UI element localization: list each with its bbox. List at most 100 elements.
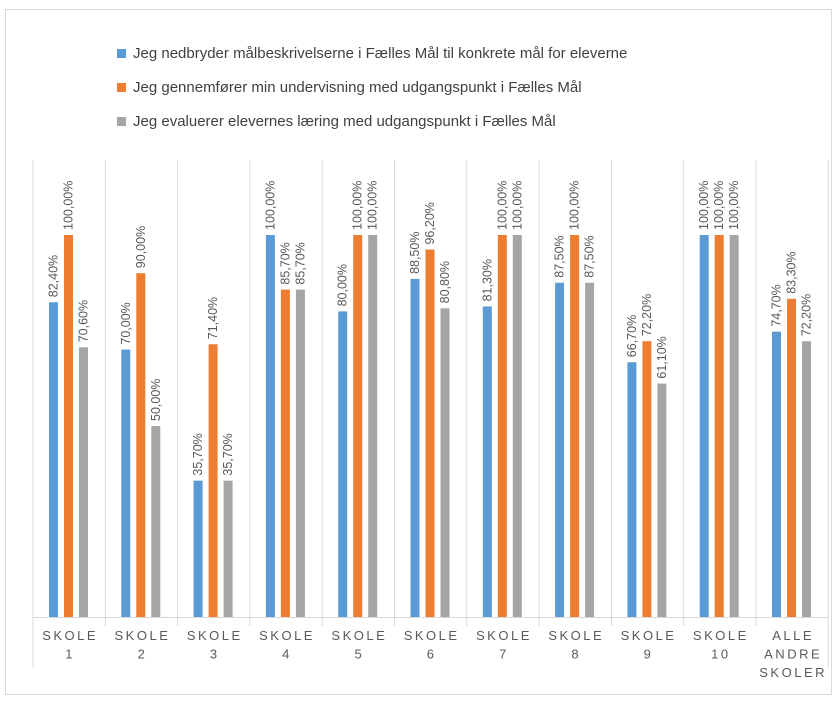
bar-series-2 bbox=[787, 298, 796, 617]
bar-series-1 bbox=[699, 235, 709, 617]
x-tick-label: 1 bbox=[65, 647, 75, 662]
bar-series-1 bbox=[49, 302, 58, 617]
x-tick-label: SKOLE bbox=[115, 628, 171, 643]
bar-series-3 bbox=[223, 480, 233, 617]
x-tick-label: SKOLE bbox=[476, 628, 532, 643]
x-tick-label: SKOLE bbox=[621, 628, 677, 643]
legend-swatch-series-2 bbox=[117, 82, 126, 92]
bar-series-2 bbox=[208, 344, 218, 617]
bar-series-3 bbox=[295, 289, 305, 617]
data-label: 100,00% bbox=[510, 181, 524, 230]
bar-series-2 bbox=[642, 341, 652, 617]
x-tick-label: 7 bbox=[499, 647, 509, 662]
data-label: 83,30% bbox=[785, 251, 799, 293]
chart-frame bbox=[5, 9, 832, 695]
data-label: 71,40% bbox=[206, 297, 220, 339]
data-label: 100,00% bbox=[351, 181, 365, 230]
bar-series-1 bbox=[482, 306, 492, 617]
bar-series-1 bbox=[627, 362, 637, 617]
bar-series-3 bbox=[368, 235, 378, 617]
bar-series-2 bbox=[714, 235, 724, 617]
x-tick-label: ANDRE bbox=[764, 647, 822, 662]
data-label: 100,00% bbox=[495, 181, 509, 230]
legend-label-series-1: Jeg nedbryder målbeskrivelserne i Fælles… bbox=[133, 44, 628, 62]
data-label: 87,50% bbox=[583, 235, 597, 277]
data-label: 72,20% bbox=[640, 294, 654, 336]
legend-swatch-series-3 bbox=[117, 116, 126, 126]
bar-series-2 bbox=[497, 235, 507, 617]
x-tick-label: SKOLE bbox=[259, 628, 315, 643]
x-tick-label: SKOLE bbox=[42, 628, 98, 643]
bar-series-1 bbox=[338, 311, 348, 617]
bar-series-3 bbox=[79, 347, 88, 617]
x-tick-label: SKOLE bbox=[548, 628, 604, 643]
bar-series-1 bbox=[193, 480, 203, 617]
x-tick-label: 8 bbox=[571, 647, 581, 662]
bar-series-3 bbox=[151, 426, 161, 617]
bar-series-2 bbox=[570, 235, 580, 617]
data-label: 96,20% bbox=[423, 202, 437, 244]
x-tick-label: SKOLER bbox=[759, 665, 827, 680]
bar-series-2 bbox=[353, 235, 363, 617]
data-label: 100,00% bbox=[263, 181, 277, 230]
legend-item-series-3: Jeg evaluerer elevernes læring med udgan… bbox=[117, 104, 627, 138]
bar-series-3 bbox=[512, 235, 522, 617]
data-label: 90,00% bbox=[134, 226, 148, 268]
data-label: 100,00% bbox=[697, 181, 711, 230]
data-label: 66,70% bbox=[625, 315, 639, 357]
data-label: 72,20% bbox=[800, 294, 814, 336]
data-label: 87,50% bbox=[553, 235, 567, 277]
data-label: 70,60% bbox=[77, 300, 91, 342]
bar-series-2 bbox=[425, 249, 435, 618]
data-label: 100,00% bbox=[712, 181, 726, 230]
x-tick-label: 6 bbox=[427, 647, 437, 662]
data-label: 82,40% bbox=[47, 255, 61, 297]
legend: Jeg nedbryder målbeskrivelserne i Fælles… bbox=[117, 36, 627, 138]
x-tick-label: 5 bbox=[354, 647, 364, 662]
data-label: 70,00% bbox=[119, 302, 133, 344]
bar-series-2 bbox=[136, 273, 146, 617]
data-label: 88,50% bbox=[408, 232, 422, 274]
data-label: 100,00% bbox=[62, 181, 76, 230]
bar-series-1 bbox=[555, 282, 565, 617]
x-tick-label: 10 bbox=[711, 647, 730, 662]
data-label: 85,70% bbox=[278, 242, 292, 284]
x-tick-label: 3 bbox=[210, 647, 220, 662]
bar-series-1 bbox=[772, 331, 781, 617]
data-label: 80,00% bbox=[336, 264, 350, 306]
data-label: 85,70% bbox=[293, 242, 307, 284]
data-label: 100,00% bbox=[727, 181, 741, 230]
x-tick-label: SKOLE bbox=[404, 628, 460, 643]
data-label: 74,70% bbox=[770, 284, 784, 326]
data-label: 35,70% bbox=[191, 433, 205, 475]
x-tick-label: ALLE bbox=[772, 628, 814, 643]
legend-swatch-series-1 bbox=[117, 48, 126, 58]
bar-series-1 bbox=[410, 278, 420, 617]
legend-label-series-2: Jeg gennemfører min undervisning med udg… bbox=[133, 78, 582, 96]
x-tick-label: SKOLE bbox=[331, 628, 387, 643]
legend-item-series-2: Jeg gennemfører min undervisning med udg… bbox=[117, 70, 627, 104]
x-tick-label: 9 bbox=[644, 647, 654, 662]
bar-series-3 bbox=[802, 341, 811, 617]
data-label: 61,10% bbox=[655, 336, 669, 378]
bar-series-1 bbox=[265, 235, 275, 617]
x-tick-label: SKOLE bbox=[187, 628, 243, 643]
bar-series-3 bbox=[585, 282, 595, 617]
bar-series-2 bbox=[64, 235, 73, 617]
data-label: 80,80% bbox=[438, 261, 452, 303]
data-label: 100,00% bbox=[568, 181, 582, 230]
legend-item-series-1: Jeg nedbryder målbeskrivelserne i Fælles… bbox=[117, 36, 627, 70]
legend-label-series-3: Jeg evaluerer elevernes læring med udgan… bbox=[133, 112, 556, 130]
bar-series-3 bbox=[729, 235, 739, 617]
x-tick-label: SKOLE bbox=[693, 628, 749, 643]
bar-series-2 bbox=[280, 289, 290, 617]
data-label: 35,70% bbox=[221, 433, 235, 475]
bar-series-3 bbox=[657, 383, 667, 617]
bar-series-1 bbox=[121, 349, 131, 617]
data-label: 81,30% bbox=[480, 259, 494, 301]
data-label: 100,00% bbox=[366, 181, 380, 230]
bar-series-3 bbox=[440, 308, 450, 617]
x-tick-label: 4 bbox=[282, 647, 292, 662]
data-label: 50,00% bbox=[149, 379, 163, 421]
